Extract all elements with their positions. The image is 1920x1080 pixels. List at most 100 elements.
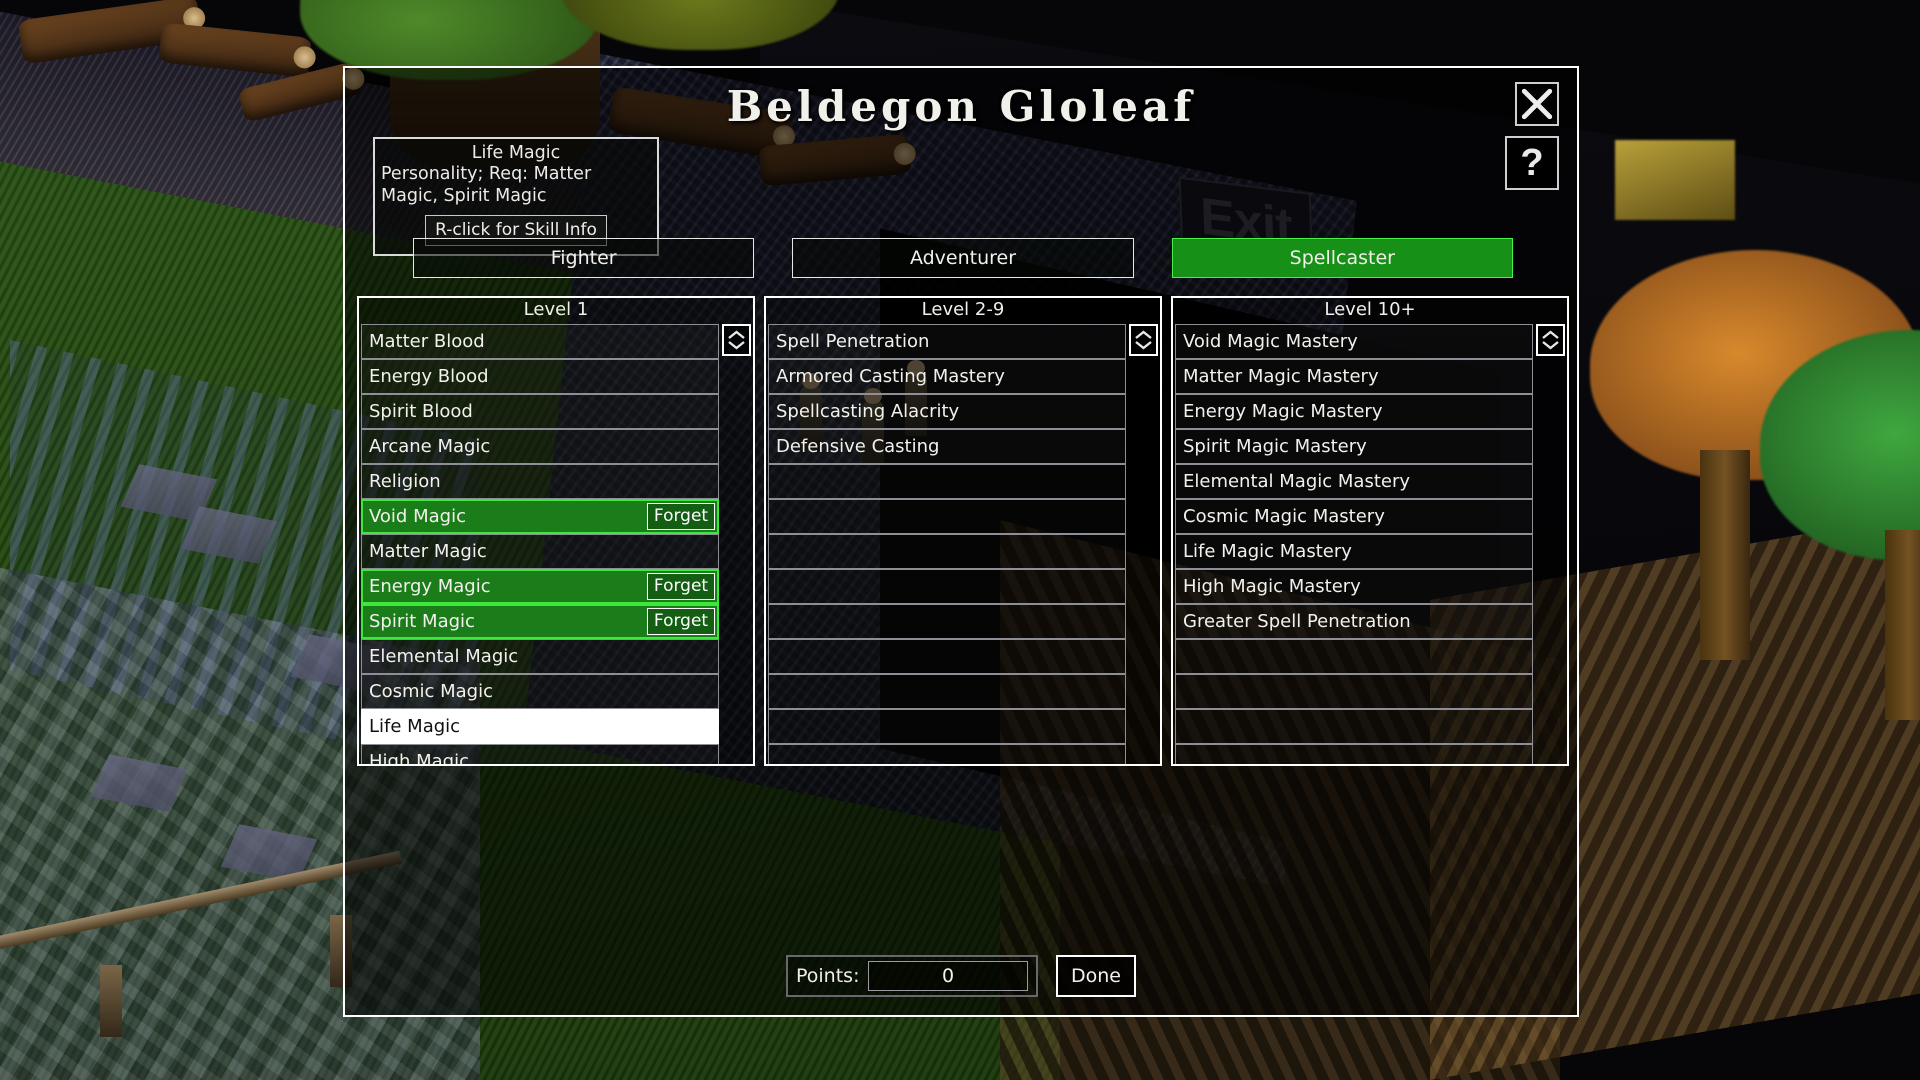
skill-row-label: Spirit Blood <box>369 400 473 422</box>
points-group: Points: 0 <box>786 955 1038 997</box>
skill-row-label: Elemental Magic Mastery <box>1183 470 1411 492</box>
skill-row-empty <box>768 744 1126 764</box>
dialog-footer: Points: 0 Done <box>345 955 1577 997</box>
column-title: Level 2-9 <box>921 299 1005 320</box>
skill-row-label: Spellcasting Alacrity <box>776 400 960 422</box>
skill-row-label: High Magic <box>369 750 469 766</box>
skill-row[interactable]: Elemental Magic Mastery <box>1175 464 1533 499</box>
skill-row-empty <box>1175 744 1533 764</box>
column-title: Level 10+ <box>1324 299 1416 320</box>
skill-column-3: Level 10+ Void Magic Mastery Matter Magic … <box>1171 296 1569 766</box>
skill-row-label: Energy Magic <box>369 575 491 597</box>
chevron-up-icon[interactable] <box>1541 330 1560 340</box>
skill-row-label: Arcane Magic <box>369 435 491 457</box>
skill-row-empty <box>768 674 1126 709</box>
skill-row[interactable]: Void Magic Mastery <box>1175 324 1533 359</box>
skill-row[interactable]: Religion <box>361 464 719 499</box>
skill-row-label: Armored Casting Mastery <box>776 365 1005 387</box>
tooltip-description: Personality; Req: Matter Magic, Spirit M… <box>381 164 592 206</box>
skill-row[interactable]: Arcane Magic <box>361 429 719 464</box>
skill-row-label: Matter Blood <box>369 330 485 352</box>
skill-row-label: Matter Magic Mastery <box>1183 365 1379 387</box>
points-label: Points: <box>796 965 860 987</box>
skill-row-label: Greater Spell Penetration <box>1183 610 1411 632</box>
skill-row[interactable]: Energy Magic Mastery <box>1175 394 1533 429</box>
skill-row-list: Spell Penetration Armored Casting Mastery… <box>768 324 1126 764</box>
skill-row-label: Elemental Magic <box>369 645 519 667</box>
skill-row[interactable]: Life Magic <box>361 709 719 744</box>
done-button[interactable]: Done <box>1056 955 1136 997</box>
chevron-up-icon[interactable] <box>1134 330 1153 340</box>
skill-row-label: High Magic Mastery <box>1183 575 1361 597</box>
tab-spellcaster[interactable]: Spellcaster <box>1171 238 1513 278</box>
skill-row-label: Energy Blood <box>369 365 489 387</box>
skill-row[interactable]: Life Magic Mastery <box>1175 534 1533 569</box>
skill-row-label: Life Magic <box>369 715 461 737</box>
skill-row[interactable]: Spirit Magic Forget <box>361 604 719 639</box>
skill-row-label: Spell Penetration <box>776 330 930 352</box>
skill-row[interactable]: Matter Magic Mastery <box>1175 359 1533 394</box>
skill-row-label: Defensive Casting <box>776 435 940 457</box>
forget-button[interactable]: Forget <box>647 573 715 600</box>
skill-row[interactable]: Cosmic Magic <box>361 674 719 709</box>
skill-row[interactable]: Matter Blood <box>361 324 719 359</box>
chevron-down-icon[interactable] <box>1541 340 1560 350</box>
tab-fighter[interactable]: Fighter <box>413 238 755 278</box>
tab-label: Adventurer <box>909 247 1017 269</box>
skill-row[interactable]: High Magic <box>361 744 719 766</box>
fence-post <box>100 965 122 1037</box>
close-button[interactable] <box>1515 82 1559 126</box>
skill-tooltip: Life Magic Personality; Req: Matter Magi… <box>373 137 659 257</box>
skill-row-empty <box>1175 639 1533 674</box>
page-title: Beldegon Gloleaf <box>726 82 1196 131</box>
chevron-down-icon[interactable] <box>1134 340 1153 350</box>
skill-row-label: Void Magic Mastery <box>1183 330 1358 352</box>
scroll-stepper[interactable] <box>722 324 751 356</box>
scroll-stepper[interactable] <box>1129 324 1158 356</box>
skill-row[interactable]: Spirit Magic Mastery <box>1175 429 1533 464</box>
skill-row-label: Spirit Magic Mastery <box>1183 435 1367 457</box>
tab-adventurer[interactable]: Adventurer <box>792 238 1134 278</box>
skill-row-label: Void Magic <box>369 505 466 527</box>
skill-row[interactable]: Spellcasting Alacrity <box>768 394 1126 429</box>
skill-row[interactable]: Energy Magic Forget <box>361 569 719 604</box>
skill-row-label: Matter Magic <box>369 540 487 562</box>
skill-column-2: Level 2-9 Spell Penetration Armored Castin… <box>764 296 1162 766</box>
skill-row[interactable]: Spirit Blood <box>361 394 719 429</box>
skill-row[interactable]: Cosmic Magic Mastery <box>1175 499 1533 534</box>
skill-row[interactable]: Armored Casting Mastery <box>768 359 1126 394</box>
skill-row[interactable]: Defensive Casting <box>768 429 1126 464</box>
skill-row-empty <box>768 464 1126 499</box>
help-button[interactable]: ? <box>1505 136 1559 190</box>
skill-row-list: Void Magic Mastery Matter Magic Mastery En… <box>1175 324 1533 764</box>
class-tab-bar: Fighter Adventurer Spellcaster <box>413 238 1513 278</box>
skill-row[interactable]: Void Magic Forget <box>361 499 719 534</box>
skill-row-empty <box>768 499 1126 534</box>
close-icon <box>1521 88 1553 120</box>
skill-row[interactable]: High Magic Mastery <box>1175 569 1533 604</box>
tree-trunk <box>1700 450 1750 660</box>
forget-button[interactable]: Forget <box>647 608 715 635</box>
skill-row-label: Energy Magic Mastery <box>1183 400 1383 422</box>
forget-button[interactable]: Forget <box>647 503 715 530</box>
skill-selection-dialog: Beldegon Gloleaf ? Life Magic Personalit… <box>343 66 1579 1017</box>
tab-label: Spellcaster <box>1289 247 1395 269</box>
tooltip-skill-name: Life Magic <box>471 143 561 163</box>
skill-row[interactable]: Greater Spell Penetration <box>1175 604 1533 639</box>
skill-row[interactable]: Energy Blood <box>361 359 719 394</box>
scroll-stepper[interactable] <box>1536 324 1565 356</box>
skill-row-empty <box>768 534 1126 569</box>
skill-row[interactable]: Spell Penetration <box>768 324 1126 359</box>
skill-row-list: Matter Blood Energy Blood Spirit Blood Arca… <box>361 324 719 764</box>
skill-row-label: Spirit Magic <box>369 610 475 632</box>
tree-trunk <box>1885 530 1920 720</box>
points-value: 0 <box>868 961 1028 991</box>
skill-row-label: Cosmic Magic <box>369 680 493 702</box>
skill-row[interactable]: Elemental Magic <box>361 639 719 674</box>
question-mark-icon: ? <box>1520 141 1544 184</box>
chevron-up-icon[interactable] <box>727 330 746 340</box>
skill-columns: Level 1 Matter Blood Energy Blood Spirit Bl… <box>355 296 1571 766</box>
column-title: Level 1 <box>523 299 589 320</box>
chevron-down-icon[interactable] <box>727 340 746 350</box>
skill-row[interactable]: Matter Magic <box>361 534 719 569</box>
